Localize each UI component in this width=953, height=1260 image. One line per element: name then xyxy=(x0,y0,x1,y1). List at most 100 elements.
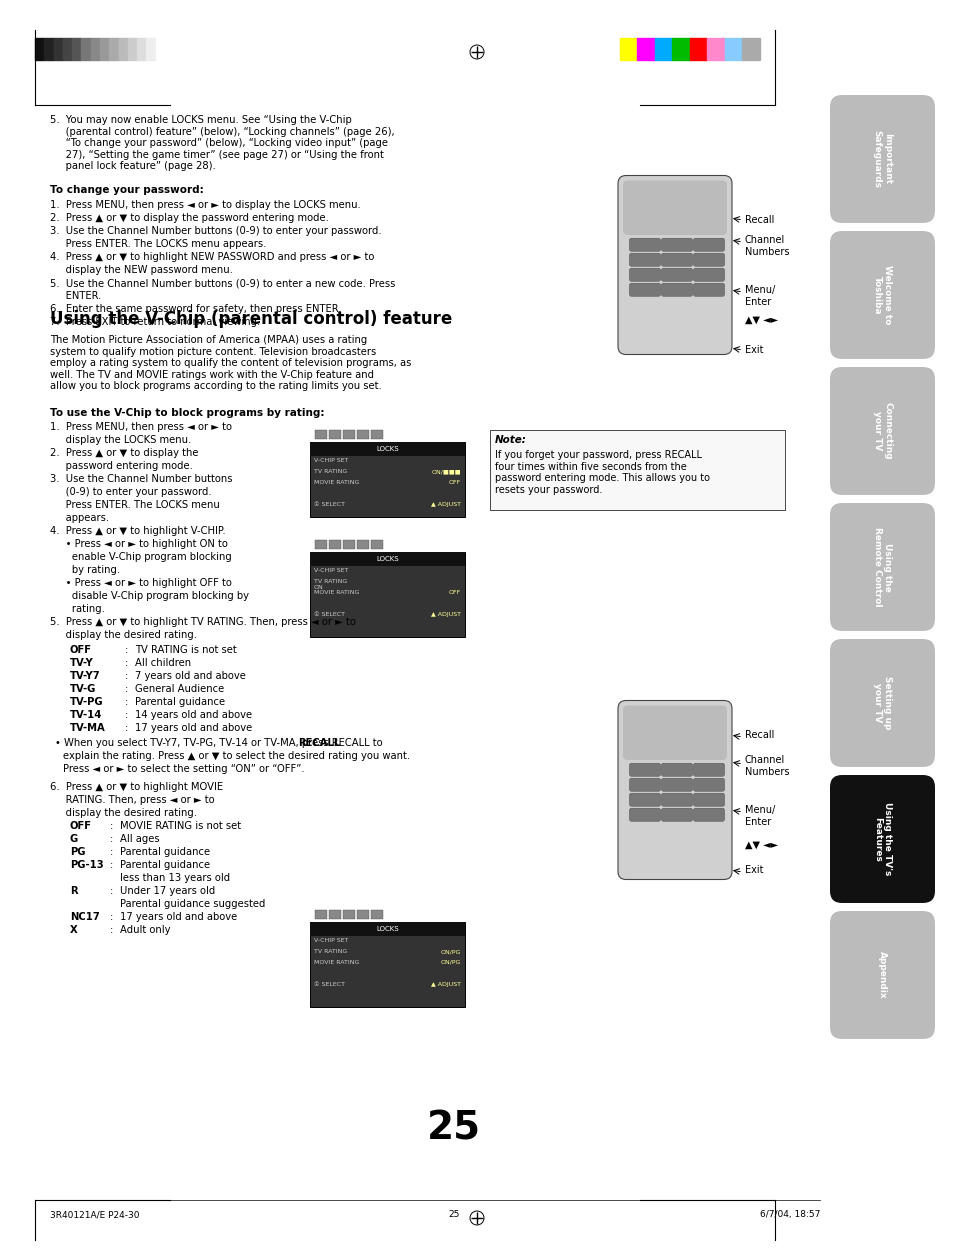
Text: Exit: Exit xyxy=(744,345,762,355)
FancyBboxPatch shape xyxy=(693,268,723,281)
Text: Press ◄ or ► to select the setting “ON” or “OFF”.: Press ◄ or ► to select the setting “ON” … xyxy=(63,764,304,774)
Text: ON/■■■: ON/■■■ xyxy=(431,469,460,474)
Bar xyxy=(91,38,100,60)
FancyBboxPatch shape xyxy=(693,253,723,266)
Text: :: : xyxy=(125,672,128,680)
FancyBboxPatch shape xyxy=(660,238,692,251)
Text: Parental guidance: Parental guidance xyxy=(120,847,210,857)
Text: Recall: Recall xyxy=(744,730,774,740)
Text: RATING. Then, press ◄ or ► to: RATING. Then, press ◄ or ► to xyxy=(50,795,214,805)
Text: 1.  Press MENU, then press ◄ or ► to: 1. Press MENU, then press ◄ or ► to xyxy=(50,422,232,432)
Text: R: R xyxy=(70,886,77,896)
Text: 25: 25 xyxy=(427,1110,480,1148)
FancyBboxPatch shape xyxy=(629,284,659,296)
Bar xyxy=(329,541,340,549)
Text: :: : xyxy=(110,886,113,896)
Text: OFF: OFF xyxy=(448,590,460,595)
Text: 6.  Press ▲ or ▼ to highlight MOVIE: 6. Press ▲ or ▼ to highlight MOVIE xyxy=(50,782,223,793)
FancyBboxPatch shape xyxy=(629,808,659,822)
Text: :: : xyxy=(125,697,128,707)
Text: Important
Safeguards: Important Safeguards xyxy=(872,130,891,188)
FancyBboxPatch shape xyxy=(660,764,692,776)
FancyBboxPatch shape xyxy=(829,911,934,1040)
Text: TV RATING: TV RATING xyxy=(314,469,347,474)
Text: :: : xyxy=(110,912,113,922)
Bar xyxy=(314,541,327,549)
Text: • When you select TV-Y7, TV-PG, TV-14 or TV-MA, press RECALL to: • When you select TV-Y7, TV-PG, TV-14 or… xyxy=(55,738,382,748)
Bar xyxy=(310,552,464,638)
Text: To use the V-Chip to block programs by rating:: To use the V-Chip to block programs by r… xyxy=(50,408,324,418)
Text: Using the
Remote Control: Using the Remote Control xyxy=(872,527,891,607)
FancyBboxPatch shape xyxy=(693,238,723,251)
Bar xyxy=(637,38,655,60)
Text: ON/PG: ON/PG xyxy=(440,949,460,954)
Bar xyxy=(44,38,53,60)
FancyBboxPatch shape xyxy=(629,268,659,281)
Text: :: : xyxy=(110,861,113,869)
FancyBboxPatch shape xyxy=(629,779,659,791)
Text: Under 17 years old: Under 17 years old xyxy=(120,886,215,896)
FancyBboxPatch shape xyxy=(622,706,726,760)
Text: 7.  Press EXIT to return to normal viewing.: 7. Press EXIT to return to normal viewin… xyxy=(50,318,260,328)
Text: 5.  You may now enable LOCKS menu. See “Using the V-Chip
     (parental control): 5. You may now enable LOCKS menu. See “U… xyxy=(50,115,395,171)
Bar xyxy=(310,442,464,456)
Text: 3.  Use the Channel Number buttons (0-9) to enter your password.: 3. Use the Channel Number buttons (0-9) … xyxy=(50,226,381,236)
FancyBboxPatch shape xyxy=(693,779,723,791)
FancyBboxPatch shape xyxy=(660,779,692,791)
Text: 3.  Use the Channel Number buttons: 3. Use the Channel Number buttons xyxy=(50,474,233,484)
Bar xyxy=(128,38,137,60)
Bar xyxy=(118,38,128,60)
Text: Using the TV's
Features: Using the TV's Features xyxy=(872,803,891,876)
Bar xyxy=(137,38,146,60)
Text: ▲▼ ◄►: ▲▼ ◄► xyxy=(744,315,778,325)
FancyBboxPatch shape xyxy=(829,503,934,631)
FancyBboxPatch shape xyxy=(829,231,934,359)
Text: OFF: OFF xyxy=(70,822,91,832)
FancyBboxPatch shape xyxy=(829,367,934,495)
Text: ▲ ADJUST: ▲ ADJUST xyxy=(431,612,460,617)
Text: MOVIE RATING: MOVIE RATING xyxy=(314,480,359,485)
Text: Connecting
your TV: Connecting your TV xyxy=(872,402,891,460)
Text: TV-MA: TV-MA xyxy=(70,723,106,733)
Text: RECALL: RECALL xyxy=(297,738,340,748)
Text: TV RATING
ON: TV RATING ON xyxy=(314,580,347,590)
Bar xyxy=(371,910,382,919)
Text: X: X xyxy=(70,925,77,935)
Text: password entering mode.: password entering mode. xyxy=(50,461,193,471)
Text: TV-Y: TV-Y xyxy=(70,658,93,668)
Text: TV-14: TV-14 xyxy=(70,709,102,719)
Text: :: : xyxy=(110,822,113,832)
Bar xyxy=(314,910,327,919)
FancyBboxPatch shape xyxy=(660,808,692,822)
Text: disable V-Chip program blocking by: disable V-Chip program blocking by xyxy=(50,591,249,601)
FancyBboxPatch shape xyxy=(660,284,692,296)
FancyBboxPatch shape xyxy=(693,808,723,822)
Bar xyxy=(310,442,464,517)
Text: 2.  Press ▲ or ▼ to display the password entering mode.: 2. Press ▲ or ▼ to display the password … xyxy=(50,213,329,223)
Text: Numbers: Numbers xyxy=(744,767,789,777)
Text: Menu/: Menu/ xyxy=(744,805,775,815)
Text: less than 13 years old: less than 13 years old xyxy=(120,873,230,883)
Text: • Press ◄ or ► to highlight OFF to: • Press ◄ or ► to highlight OFF to xyxy=(50,578,232,588)
Text: 3R40121A/E P24-30: 3R40121A/E P24-30 xyxy=(50,1210,139,1218)
Bar xyxy=(356,910,369,919)
Text: G: G xyxy=(70,834,78,844)
FancyBboxPatch shape xyxy=(693,794,723,806)
FancyBboxPatch shape xyxy=(618,175,731,354)
Text: TV-Y7: TV-Y7 xyxy=(70,672,100,680)
Text: 25: 25 xyxy=(448,1210,459,1218)
Text: :: : xyxy=(110,925,113,935)
Text: 1.  Press MENU, then press ◄ or ► to display the LOCKS menu.: 1. Press MENU, then press ◄ or ► to disp… xyxy=(50,200,360,210)
Text: 2.  Press ▲ or ▼ to display the: 2. Press ▲ or ▼ to display the xyxy=(50,449,198,457)
Text: The Motion Picture Association of America (MPAA) uses a rating
system to qualify: The Motion Picture Association of Americ… xyxy=(50,335,411,392)
Text: All children: All children xyxy=(135,658,191,668)
Bar xyxy=(155,38,165,60)
Text: V-CHIP SET: V-CHIP SET xyxy=(314,568,348,573)
Text: 5.  Press ▲ or ▼ to highlight TV RATING. Then, press ◄ or ► to: 5. Press ▲ or ▼ to highlight TV RATING. … xyxy=(50,617,355,627)
Text: To change your password:: To change your password: xyxy=(50,185,204,195)
Bar xyxy=(72,38,81,60)
Text: TV RATING: TV RATING xyxy=(314,949,347,954)
Text: display the desired rating.: display the desired rating. xyxy=(50,630,196,640)
Text: All ages: All ages xyxy=(120,834,159,844)
Text: :: : xyxy=(125,645,128,655)
